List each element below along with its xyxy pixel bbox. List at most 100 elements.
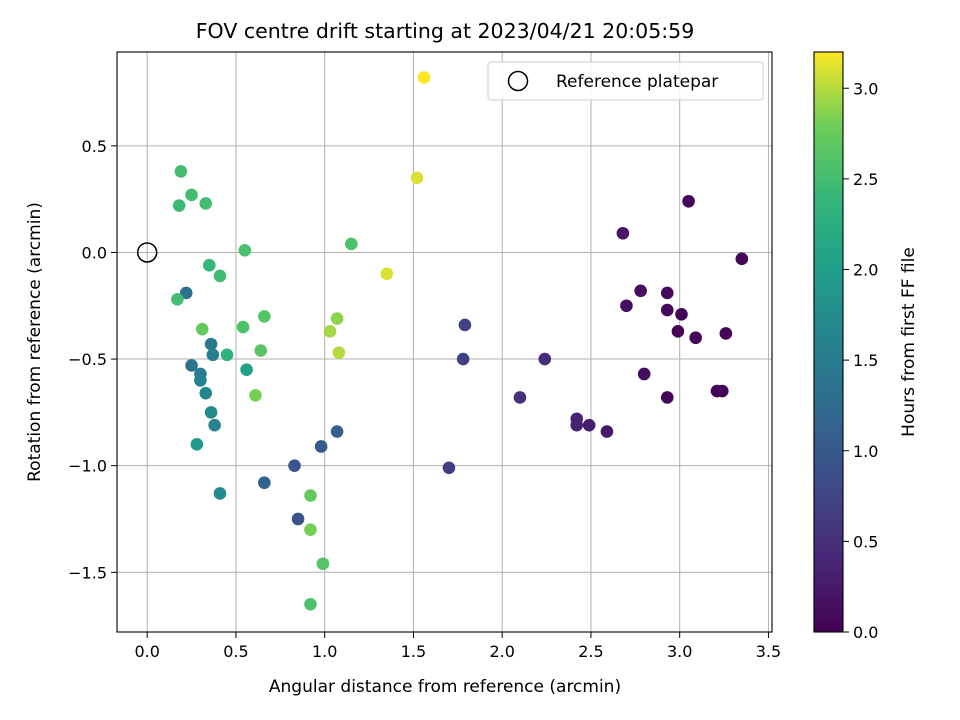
data-point [220,348,234,362]
legend-box [487,61,764,101]
x-tick-label: 2.0 [489,642,514,661]
legend: Reference platepar [487,61,764,101]
colorbar-label: Hours from first FF file [899,247,919,437]
colorbar: 0.0 0.5 1.0 1.5 2.0 2.5 3.0 Hours from first F… [813,51,919,642]
y-tick-label: −1.0 [68,457,107,476]
data-point [456,352,470,366]
data-point [190,438,204,451]
data-point [240,363,253,377]
colorbar-tick-label: 0.0 [853,623,878,642]
data-point [304,489,317,502]
data-point [332,346,346,359]
data-point [258,476,271,490]
data-point [660,286,674,300]
data-point [600,425,614,438]
data-point [660,303,674,317]
colorbar-tick-label: 1.0 [853,442,878,461]
data-point [195,322,209,336]
data-point [213,269,227,283]
data-point [715,384,729,398]
x-tick-label: 1.5 [401,642,426,661]
data-point [582,418,596,432]
chart-title: FOV centre drift starting at 2023/04/21 … [196,19,695,43]
colorbar-ticks: 0.0 0.5 1.0 1.5 2.0 2.5 3.0 [843,79,878,642]
y-axis-label: Rotation from reference (arcmin) [25,202,45,482]
x-tick-label: 0.5 [223,642,248,661]
data-point [185,188,198,202]
x-axis-label: Angular distance from reference (arcmin) [269,677,621,697]
legend-entry-label: Reference platepar [556,72,718,92]
data-point [689,331,702,345]
scatter-points [136,71,749,611]
data-point [199,386,213,400]
legend-marker-icon [507,70,529,92]
data-point [288,459,301,472]
x-tick-label: 0.0 [134,642,159,661]
data-point [249,389,262,402]
colorbar-tick-label: 1.5 [853,351,878,370]
data-point [330,312,344,325]
data-point [634,284,647,298]
colorbar-frame [813,51,844,633]
x-tick-label: 1.0 [312,642,337,661]
x-tick-label: 3.0 [667,642,692,661]
data-point [258,310,271,323]
data-point [171,293,184,306]
data-point [238,244,252,257]
data-point [735,252,749,266]
reference-point-marker [136,242,158,263]
colorbar-tick-label: 2.5 [853,170,878,189]
data-point [719,327,733,340]
data-point [538,352,552,366]
data-point [208,418,221,432]
data-point [323,325,337,338]
data-point [204,337,218,351]
data-point [442,461,456,475]
data-point [682,194,695,208]
data-point [204,406,218,419]
y-tick-label: 0.5 [82,137,107,156]
data-point [254,344,268,357]
data-point [314,440,328,453]
data-point [185,359,198,372]
data-point [291,512,305,526]
data-point [616,226,630,240]
data-point [199,197,213,210]
data-point [675,307,688,321]
data-point [330,425,344,438]
data-point [203,258,216,272]
data-point [570,418,584,432]
data-point [179,286,193,300]
y-tick-label: −1.5 [68,563,107,582]
colorbar-tick-label: 2.0 [853,261,878,280]
x-tick-label: 2.5 [578,642,603,661]
colorbar-tick-label: 0.5 [853,532,878,551]
data-point [637,367,651,381]
data-point [174,165,188,178]
data-point [380,267,394,281]
data-point [620,299,633,313]
data-point [345,237,358,251]
data-point [410,171,424,185]
data-point [660,391,674,404]
y-tick-label: −0.5 [68,350,107,369]
data-point [417,71,431,84]
data-point [206,348,220,362]
x-axis: 0.0 0.5 1.0 1.5 2.0 2.5 3.0 3.5 [134,632,781,661]
y-tick-label: 0.0 [82,243,107,262]
x-tick-label: 3.5 [756,642,781,661]
data-point [304,597,317,611]
data-point [194,374,207,387]
colorbar-gradient [814,52,843,632]
data-point [316,557,330,571]
data-point [172,199,186,212]
data-point [458,318,472,332]
y-axis: 0.5 0.0 −0.5 −1.0 −1.5 [68,137,117,582]
colorbar-tick-label: 3.0 [853,79,878,98]
data-point [671,325,685,338]
data-point [513,391,527,404]
data-point [213,487,227,500]
data-point [304,523,317,536]
plot-frame [116,51,773,633]
